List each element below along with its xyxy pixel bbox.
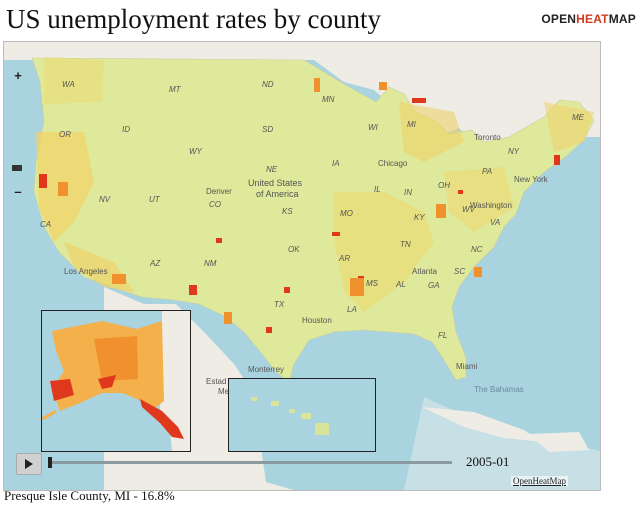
svg-text:United States: United States bbox=[248, 178, 303, 188]
svg-text:SC: SC bbox=[454, 267, 465, 276]
openheatmap-logo[interactable]: OPENHEATMAP bbox=[541, 12, 636, 26]
svg-text:Toronto: Toronto bbox=[474, 133, 501, 142]
alaska-inset[interactable] bbox=[41, 310, 191, 452]
svg-text:AZ: AZ bbox=[149, 259, 161, 268]
svg-text:OR: OR bbox=[59, 130, 71, 139]
svg-text:Chicago: Chicago bbox=[378, 159, 408, 168]
zoom-in-button[interactable]: + bbox=[14, 68, 22, 83]
svg-text:Estad: Estad bbox=[206, 377, 226, 386]
svg-text:Miami: Miami bbox=[456, 362, 478, 371]
svg-text:New York: New York bbox=[514, 175, 549, 184]
heat-map[interactable]: WA OR ID MT ND MN WI MI SD WY NE IA IL IN OH NY ME P… bbox=[3, 41, 601, 491]
play-button[interactable] bbox=[16, 453, 42, 475]
svg-text:UT: UT bbox=[149, 195, 161, 204]
svg-text:ME: ME bbox=[572, 113, 585, 122]
svg-text:Monterrey: Monterrey bbox=[248, 365, 284, 374]
svg-text:MS: MS bbox=[366, 279, 379, 288]
svg-text:WV: WV bbox=[462, 205, 476, 214]
zoom-out-button[interactable]: – bbox=[14, 184, 22, 199]
play-icon bbox=[25, 459, 33, 469]
svg-text:Me: Me bbox=[218, 387, 230, 396]
svg-text:CA: CA bbox=[40, 220, 51, 229]
svg-text:LA: LA bbox=[347, 305, 357, 314]
svg-text:IA: IA bbox=[332, 159, 340, 168]
timeline-track[interactable] bbox=[48, 461, 452, 464]
timeline-date: 2005-01 bbox=[466, 454, 510, 469]
svg-text:IL: IL bbox=[374, 185, 381, 194]
svg-text:The Bahamas: The Bahamas bbox=[474, 385, 524, 394]
svg-text:Atlanta: Atlanta bbox=[412, 267, 437, 276]
svg-text:Washington: Washington bbox=[470, 201, 512, 210]
svg-text:MT: MT bbox=[169, 85, 182, 94]
svg-text:NC: NC bbox=[471, 245, 483, 254]
hawaii-inset[interactable] bbox=[228, 378, 376, 452]
svg-text:NE: NE bbox=[266, 165, 278, 174]
svg-text:WA: WA bbox=[62, 80, 75, 89]
svg-text:AL: AL bbox=[395, 280, 406, 289]
svg-text:OH: OH bbox=[438, 181, 450, 190]
svg-text:ID: ID bbox=[122, 125, 130, 134]
svg-text:MO: MO bbox=[340, 209, 353, 218]
svg-text:GA: GA bbox=[428, 281, 440, 290]
svg-text:NY: NY bbox=[508, 147, 520, 156]
svg-text:VA: VA bbox=[490, 218, 500, 227]
svg-text:OK: OK bbox=[288, 245, 300, 254]
svg-text:Los Angeles: Los Angeles bbox=[64, 267, 108, 276]
svg-text:ND: ND bbox=[262, 80, 274, 89]
svg-text:WI: WI bbox=[368, 123, 379, 132]
svg-text:FL: FL bbox=[438, 331, 447, 340]
credit-link[interactable]: OpenHeatMap bbox=[511, 476, 568, 486]
svg-text:MI: MI bbox=[407, 120, 417, 129]
svg-text:Houston: Houston bbox=[302, 316, 332, 325]
svg-text:NM: NM bbox=[204, 259, 217, 268]
svg-text:TN: TN bbox=[400, 240, 411, 249]
hover-status: Presque Isle County, MI - 16.8% bbox=[4, 488, 175, 503]
zoom-slider[interactable] bbox=[12, 165, 22, 171]
svg-text:IN: IN bbox=[404, 188, 412, 197]
svg-text:MN: MN bbox=[322, 95, 335, 104]
timeline-handle[interactable] bbox=[48, 457, 52, 468]
svg-text:AR: AR bbox=[338, 254, 350, 263]
svg-text:WY: WY bbox=[189, 147, 203, 156]
timeline-controls: 2005-01 bbox=[14, 453, 584, 475]
page-title: US unemployment rates by county bbox=[6, 4, 381, 34]
svg-text:TX: TX bbox=[274, 300, 285, 309]
svg-text:PA: PA bbox=[482, 167, 492, 176]
svg-text:NV: NV bbox=[99, 195, 111, 204]
svg-text:Denver: Denver bbox=[206, 187, 232, 196]
svg-text:CO: CO bbox=[209, 200, 221, 209]
svg-text:KY: KY bbox=[414, 213, 425, 222]
svg-text:of America: of America bbox=[256, 189, 299, 199]
svg-text:KS: KS bbox=[282, 207, 293, 216]
svg-text:SD: SD bbox=[262, 125, 273, 134]
